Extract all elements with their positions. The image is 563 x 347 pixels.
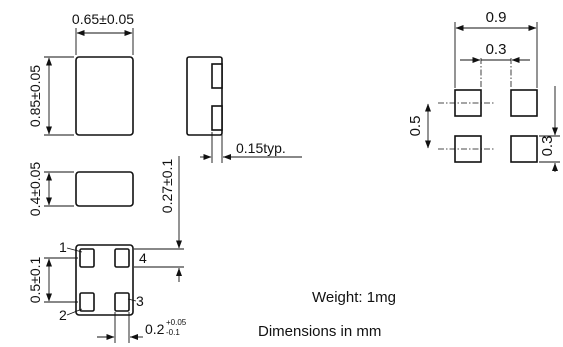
component-top-outline xyxy=(75,56,134,136)
pin-label-1: 1 xyxy=(59,239,67,255)
land-pitch-label: 0.5 xyxy=(407,116,424,137)
pad-pitch-label: 0.5±0.1 xyxy=(27,256,43,303)
land-pad-bottom-right xyxy=(510,135,538,163)
front-view: 0.4±0.05 xyxy=(27,162,134,217)
land-overall-width-label: 0.9 xyxy=(486,9,507,26)
bottom-view: 1 2 3 4 0.5±0.1 0.27±0.1 0.2 +0.05 -0.1 xyxy=(27,156,187,343)
pad-3 xyxy=(114,292,130,312)
pin-label-2: 2 xyxy=(59,307,67,323)
terminal-lower xyxy=(211,105,223,131)
side-view: 0.15typ. xyxy=(186,56,302,163)
height-dimension-label: 0.85±0.05 xyxy=(27,65,43,127)
thickness-dimension-label: 0.4±0.05 xyxy=(27,162,43,217)
weight-note: Weight: 1mg xyxy=(312,289,396,306)
pin-label-3: 3 xyxy=(136,293,144,309)
width-dimension-label: 0.65±0.05 xyxy=(72,11,134,27)
terminal-thickness-label: 0.15typ. xyxy=(236,140,286,156)
land-pad-size-label: 0.3 xyxy=(539,136,556,157)
pin-label-4: 4 xyxy=(139,250,147,266)
pad-width-tol-minus: -0.1 xyxy=(166,328,180,337)
component-front-outline xyxy=(75,171,134,207)
pad-2 xyxy=(79,292,95,312)
pad-4 xyxy=(114,248,130,268)
pad-offset-label: 0.27±0.1 xyxy=(159,159,175,214)
pad-width-label: 0.2 xyxy=(145,321,165,337)
top-view: 0.65±0.05 0.85±0.05 xyxy=(27,11,134,136)
land-pattern: 0.9 0.3 0.5 0.3 xyxy=(407,9,560,172)
pad-width-base: 0.2 xyxy=(145,321,165,337)
land-pad-top-right xyxy=(510,89,538,117)
land-inner-gap-label: 0.3 xyxy=(486,41,507,58)
terminal-upper xyxy=(211,63,223,89)
pad-width-tol-plus: +0.05 xyxy=(166,318,187,327)
pad-1 xyxy=(79,248,95,268)
units-note: Dimensions in mm xyxy=(258,323,381,340)
